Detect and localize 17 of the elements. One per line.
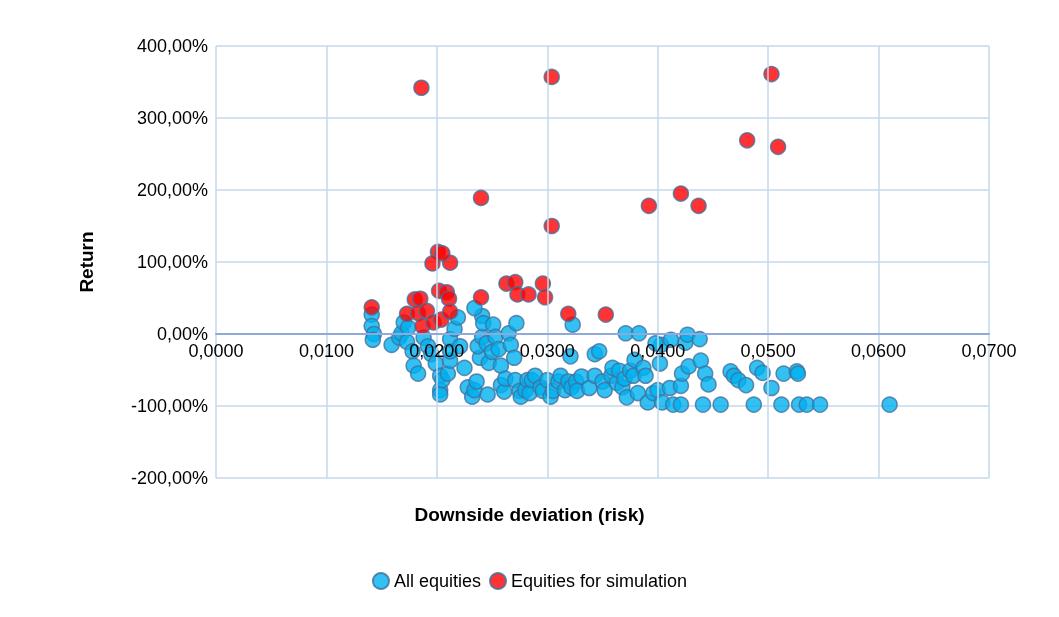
y-tick-label: 300,00% — [136, 108, 208, 128]
y-axis-title: Return — [76, 231, 97, 293]
y-tick-label: -200,00% — [130, 468, 208, 488]
x-tick-label: 0,0100 — [298, 341, 354, 361]
x-tick-label: 0,0300 — [519, 341, 575, 361]
x-tick-label: 0,0600 — [851, 341, 907, 361]
y-tick-label: 100,00% — [136, 252, 208, 272]
x-tick-label: 0,0500 — [740, 341, 796, 361]
legend-label: Equities for simulation — [510, 571, 688, 591]
y-tick-label: 200,00% — [136, 180, 208, 200]
y-tick-label: 400,00% — [136, 36, 208, 56]
y-tick-label: -100,00% — [130, 396, 208, 416]
x-axis-title: Downside deviation (risk) — [414, 504, 645, 525]
x-tick-label: 0,0700 — [961, 341, 1017, 361]
legend-label: All equities — [393, 571, 481, 591]
x-tick-label: 0,0000 — [188, 341, 244, 361]
y-tick-label: 0,00% — [156, 324, 208, 344]
